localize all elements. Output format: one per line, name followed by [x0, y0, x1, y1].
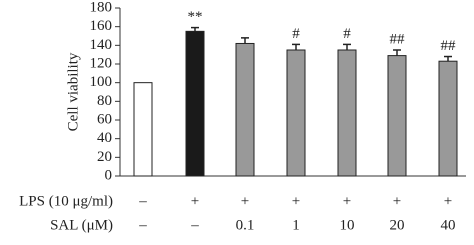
y-tick-label: 20: [97, 149, 112, 165]
significance-mark: **: [188, 9, 203, 25]
y-tick-label: 100: [90, 74, 113, 90]
condition-cell: +: [191, 193, 199, 209]
y-tick-label: 160: [90, 18, 113, 34]
condition-cell: +: [444, 193, 452, 209]
y-tick-label: 80: [97, 93, 112, 109]
condition-cell: 0.1: [236, 217, 255, 233]
bar: [286, 49, 306, 177]
condition-cell: –: [138, 217, 147, 233]
y-tick-label: 60: [97, 111, 112, 127]
y-tick-label: 0: [105, 167, 113, 183]
row-label: LPS (10 μg/ml): [19, 193, 113, 209]
condition-cell: +: [393, 193, 401, 209]
bar: [133, 82, 153, 177]
y-axis-label: Cell viability: [65, 52, 81, 131]
y-tick-label: 140: [90, 37, 113, 53]
condition-cell: +: [343, 193, 351, 209]
significance-mark: ##: [390, 31, 406, 47]
significance-mark: #: [292, 26, 300, 42]
bar: [387, 55, 407, 177]
significance-mark: ##: [441, 38, 457, 54]
row-label: SAL (μM): [50, 217, 113, 233]
bar: [185, 30, 205, 177]
y-tick-label: 40: [97, 130, 112, 146]
condition-cell: +: [241, 193, 249, 209]
y-tick-label: 120: [90, 55, 113, 71]
chart: Cell viability 020406080100120140160180*…: [19, 0, 466, 233]
condition-cell: 40: [441, 217, 456, 233]
bar: [438, 60, 458, 177]
condition-cell: +: [292, 193, 300, 209]
bar: [337, 49, 357, 177]
condition-cell: 10: [340, 217, 355, 233]
bar: [235, 42, 255, 177]
condition-cell: 20: [390, 217, 405, 233]
condition-cell: –: [190, 217, 199, 233]
significance-mark: #: [343, 26, 351, 42]
condition-cell: –: [138, 193, 147, 209]
condition-cell: 1: [292, 217, 300, 233]
y-tick-label: 180: [90, 0, 113, 15]
